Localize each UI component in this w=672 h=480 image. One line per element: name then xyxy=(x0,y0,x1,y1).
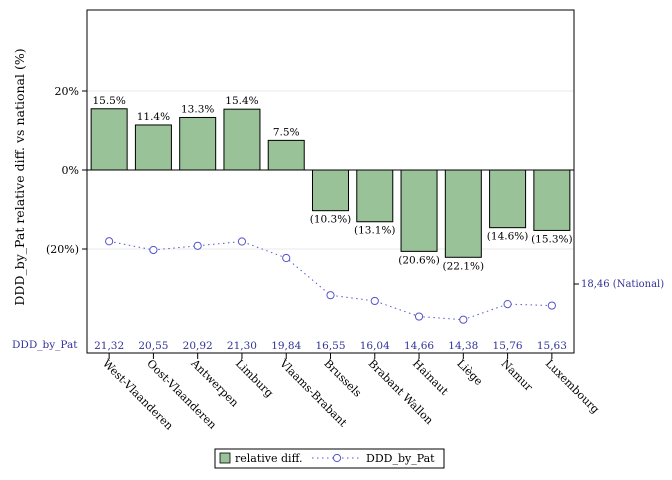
ddd-point xyxy=(459,315,468,324)
x-tick-label: Brussels xyxy=(321,357,364,400)
ddd-value-label: 15,76 xyxy=(493,340,523,352)
legend-bar-label: relative diff. xyxy=(235,452,302,465)
bar-value-label: 7.5% xyxy=(273,126,300,138)
ddd-value-label: 21,30 xyxy=(227,340,257,352)
bar-value-label: (10.3%) xyxy=(310,214,352,226)
y-tick-label: (20%) xyxy=(46,243,79,256)
legend-line-marker xyxy=(332,453,342,463)
ddd-value-label: 16,55 xyxy=(315,340,345,352)
x-tick-label: Hainaut xyxy=(410,357,451,398)
bar xyxy=(489,169,527,229)
x-tick-label: Luxembourg xyxy=(543,357,602,416)
ddd-point xyxy=(326,291,335,300)
bar xyxy=(90,108,128,171)
ddd-value-label: 21,32 xyxy=(94,340,124,352)
bar xyxy=(267,139,305,171)
bar-value-label: (22.1%) xyxy=(443,260,485,272)
ddd-point xyxy=(237,237,247,246)
ddd-point xyxy=(149,245,158,255)
bar xyxy=(356,169,394,223)
ddd-point xyxy=(503,300,512,309)
ddd-point xyxy=(193,241,202,250)
y-axis-label: DDD_by_Pat relative diff. vs national (%… xyxy=(12,48,27,305)
bar-value-label: (13.1%) xyxy=(354,225,396,237)
ddd-value-label: 14,66 xyxy=(404,340,434,352)
legend-line-label: DDD_by_Pat xyxy=(366,452,435,465)
ddd-point xyxy=(370,296,379,306)
ddd-value-label: 16,04 xyxy=(360,340,390,352)
bar xyxy=(312,169,349,212)
bar-value-label: 15.5% xyxy=(92,95,125,107)
bar-value-label: (14.6%) xyxy=(487,231,529,243)
ddd-value-label: 14,38 xyxy=(448,340,478,352)
bar-value-label: 15.4% xyxy=(225,95,258,107)
ddd-value-label: 19,84 xyxy=(271,340,301,352)
bar xyxy=(134,124,172,171)
bar xyxy=(179,116,217,171)
x-tick-label: Liège xyxy=(454,357,485,388)
legend-bar-swatch xyxy=(219,452,231,464)
ddd-point xyxy=(105,237,114,246)
x-tick-label: Limburg xyxy=(233,357,276,400)
bar-value-label: (15.3%) xyxy=(531,233,573,245)
ddd-value-label: 20,92 xyxy=(183,340,213,352)
bar xyxy=(223,108,261,171)
ddd-row-label: DDD_by_Pat xyxy=(12,339,78,351)
bar-value-label: (20.6%) xyxy=(398,254,440,266)
ddd-point xyxy=(547,301,556,310)
ddd-value-label: 20,55 xyxy=(138,340,168,352)
national-label: 18,46 (National) xyxy=(581,279,664,290)
bar xyxy=(444,169,482,258)
ddd-line xyxy=(109,240,552,321)
legend: relative diff. DDD_by_Pat xyxy=(214,448,445,469)
y-tick-label: 0% xyxy=(62,164,79,177)
bar xyxy=(400,169,438,252)
y-tick-label: 20% xyxy=(55,85,79,98)
ddd-point xyxy=(282,253,291,263)
bar xyxy=(533,169,571,231)
bar-value-label: 13.3% xyxy=(181,103,214,115)
x-tick-label: Namur xyxy=(498,357,535,394)
bar-value-label: 11.4% xyxy=(137,111,170,123)
ddd-point xyxy=(414,312,424,321)
legend-frame xyxy=(214,448,445,469)
ddd-value-label: 15,63 xyxy=(537,340,567,352)
